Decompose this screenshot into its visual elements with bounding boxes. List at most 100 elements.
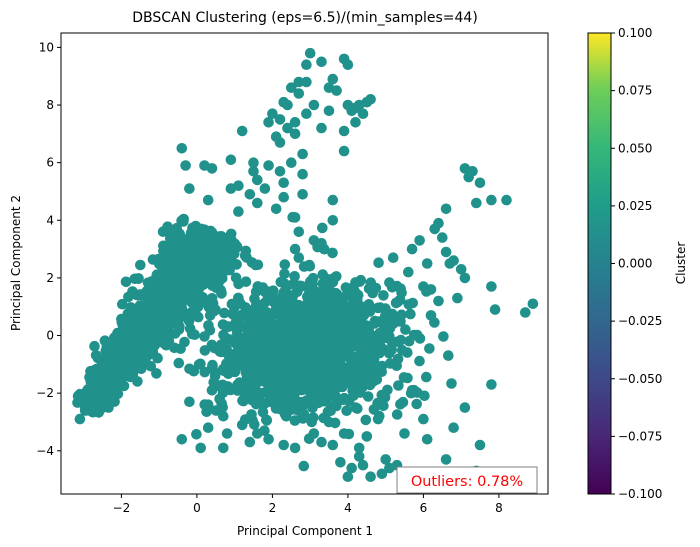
data-point (155, 285, 166, 296)
data-point (255, 299, 267, 311)
data-point (386, 282, 398, 293)
data-point (199, 331, 210, 342)
data-point (279, 259, 291, 270)
data-point (403, 335, 415, 347)
data-point (206, 385, 218, 396)
data-point (195, 224, 207, 235)
outliers-annotation: Outliers: 0.78% (396, 466, 538, 494)
data-point (173, 269, 185, 280)
data-point (343, 364, 355, 376)
data-point (433, 217, 444, 229)
x-axis-ticks: −2 0 2 4 6 8 (113, 494, 503, 515)
data-point (277, 403, 288, 415)
data-point (244, 436, 256, 448)
data-point (421, 371, 432, 383)
data-point (248, 157, 259, 168)
data-point (455, 264, 467, 275)
data-point (400, 324, 411, 335)
data-point (379, 332, 391, 344)
data-point (176, 143, 188, 154)
data-point (297, 168, 308, 180)
data-point (223, 368, 234, 380)
data-point (287, 298, 298, 310)
x-tick-label: 6 (420, 501, 428, 515)
y-axis-label: Principal Component 2 (9, 195, 23, 331)
data-point (307, 402, 318, 414)
data-point (403, 266, 414, 278)
data-point (236, 419, 248, 431)
data-point (331, 396, 343, 408)
data-point (216, 402, 228, 413)
data-point (128, 342, 140, 354)
data-point (357, 108, 369, 119)
colorbar-ticks: 0.100 0.075 0.050 0.025 0.000 −0.025 −0.050 −0.… (611, 26, 662, 501)
data-point (282, 99, 293, 111)
data-point (414, 235, 425, 246)
data-point (391, 409, 403, 420)
data-point (362, 391, 374, 402)
data-point (251, 174, 263, 186)
data-point (135, 259, 146, 271)
data-point (327, 194, 339, 206)
data-point (351, 351, 363, 362)
data-point (169, 342, 180, 354)
data-point (226, 334, 237, 346)
data-point (247, 311, 258, 322)
data-point (259, 183, 271, 194)
y-tick-label: 10 (39, 40, 54, 54)
chart-title: DBSCAN Clustering (eps=6.5)/(min_samples… (132, 10, 478, 26)
data-point (263, 117, 274, 128)
data-point (137, 290, 148, 301)
data-point (293, 76, 305, 88)
data-point (399, 428, 410, 439)
data-point (92, 352, 104, 364)
data-point (448, 422, 459, 434)
data-point (224, 264, 235, 276)
data-point (225, 228, 237, 240)
data-point (234, 334, 245, 346)
data-point (302, 327, 313, 339)
data-point (374, 347, 385, 359)
data-point (329, 330, 341, 342)
data-point (365, 94, 376, 105)
data-point (448, 255, 459, 266)
data-point (180, 160, 191, 171)
data-point (340, 282, 352, 293)
data-point (301, 108, 312, 119)
data-point (221, 358, 232, 369)
data-point (232, 379, 243, 391)
data-point (233, 292, 244, 304)
data-point (302, 297, 313, 309)
data-point (304, 47, 316, 59)
data-point (293, 252, 305, 263)
data-point (229, 248, 240, 259)
data-point (297, 189, 308, 200)
data-point (161, 308, 172, 320)
data-point (259, 349, 270, 361)
data-point (356, 311, 368, 323)
data-point (346, 462, 358, 474)
data-point (251, 197, 263, 209)
data-point (97, 390, 108, 402)
data-point (195, 358, 206, 370)
data-point (331, 85, 342, 96)
data-point (117, 298, 128, 310)
data-point (425, 284, 437, 295)
data-point (486, 281, 497, 292)
data-point (392, 296, 403, 308)
data-point (236, 343, 248, 355)
data-point (289, 334, 301, 346)
data-point (424, 343, 435, 354)
data-point (489, 304, 501, 315)
data-point (341, 405, 352, 417)
data-point (126, 327, 137, 338)
data-point (248, 347, 260, 359)
data-point (91, 401, 102, 412)
data-point (278, 376, 290, 387)
colorbar-tick-label: −0.100 (618, 487, 662, 501)
data-point (395, 334, 407, 346)
data-point (396, 309, 407, 321)
data-point (327, 247, 338, 259)
data-point (275, 309, 287, 321)
